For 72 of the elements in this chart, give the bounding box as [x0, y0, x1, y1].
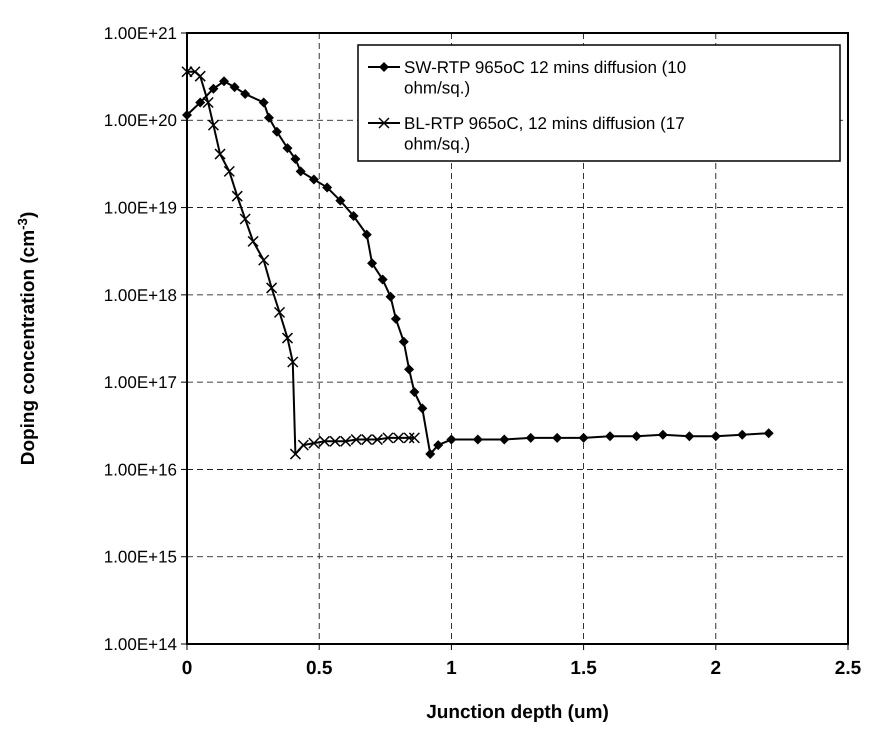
- point: [408, 432, 420, 444]
- point: [398, 336, 409, 347]
- point: [335, 196, 346, 206]
- point: [446, 434, 456, 445]
- point: [362, 230, 372, 240]
- point: [231, 190, 243, 202]
- point: [308, 174, 319, 184]
- x-tick-label: 0.5: [306, 658, 333, 679]
- x-tick-label: 2.5: [834, 658, 862, 679]
- point: [182, 110, 192, 120]
- point: [247, 236, 259, 248]
- legend-label: SW-RTP 965oC 12 mins diffusion (10 ohm/sq.): [404, 58, 686, 98]
- point: [367, 258, 378, 268]
- point: [409, 387, 420, 398]
- point: [195, 97, 206, 108]
- point: [472, 434, 483, 445]
- point: [390, 314, 401, 324]
- point: [240, 89, 250, 100]
- point: [290, 154, 300, 164]
- point: [737, 430, 748, 440]
- y-tick-label: 1.00E+14: [104, 634, 177, 654]
- point: [258, 97, 269, 108]
- point: [499, 434, 510, 445]
- x-tick-label: 1.5: [570, 658, 598, 679]
- y-tick-label: 1.00E+21: [104, 24, 177, 43]
- y-tick-label: 1.00E+17: [104, 373, 177, 392]
- point: [425, 449, 436, 460]
- point: [552, 432, 562, 443]
- point: [631, 431, 642, 442]
- point: [202, 96, 214, 108]
- point: [208, 84, 218, 94]
- point: [258, 254, 270, 266]
- point: [230, 82, 240, 92]
- legend-label: BL-RTP 965oC, 12 mins diffusion (17 ohm/sq.): [404, 114, 685, 154]
- y-tick-label: 1.00E+20: [104, 111, 177, 130]
- point: [322, 182, 332, 192]
- point: [658, 430, 668, 440]
- point: [214, 148, 226, 160]
- point: [264, 112, 274, 123]
- y-tick-label: 1.00E+16: [104, 460, 177, 480]
- point: [272, 126, 282, 137]
- x-tick-label: 2: [710, 658, 722, 679]
- point: [526, 432, 536, 443]
- point: [578, 432, 589, 443]
- point: [239, 213, 251, 225]
- y-tick-label: 1.00E+19: [104, 198, 177, 218]
- x-tick-label: 0: [182, 658, 192, 679]
- point: [296, 166, 306, 176]
- point: [417, 403, 428, 414]
- point: [710, 431, 721, 442]
- point: [287, 356, 299, 368]
- point: [282, 332, 294, 344]
- point: [386, 292, 396, 302]
- point: [684, 431, 694, 442]
- point: [290, 448, 302, 460]
- point: [224, 166, 236, 178]
- point: [274, 306, 286, 318]
- point: [404, 364, 414, 374]
- point: [282, 143, 292, 154]
- point: [433, 440, 444, 450]
- x-tick-label: 1: [446, 658, 458, 679]
- point: [208, 119, 220, 131]
- point: [194, 70, 206, 82]
- point: [219, 76, 230, 86]
- point: [378, 274, 388, 284]
- point: [266, 282, 278, 294]
- point: [348, 211, 359, 222]
- x-axis-title: Junction depth (um): [426, 702, 609, 723]
- y-tick-label: 1.00E+18: [104, 286, 177, 305]
- point: [764, 428, 774, 438]
- point: [605, 431, 616, 442]
- y-tick-label: 1.00E+15: [104, 548, 177, 567]
